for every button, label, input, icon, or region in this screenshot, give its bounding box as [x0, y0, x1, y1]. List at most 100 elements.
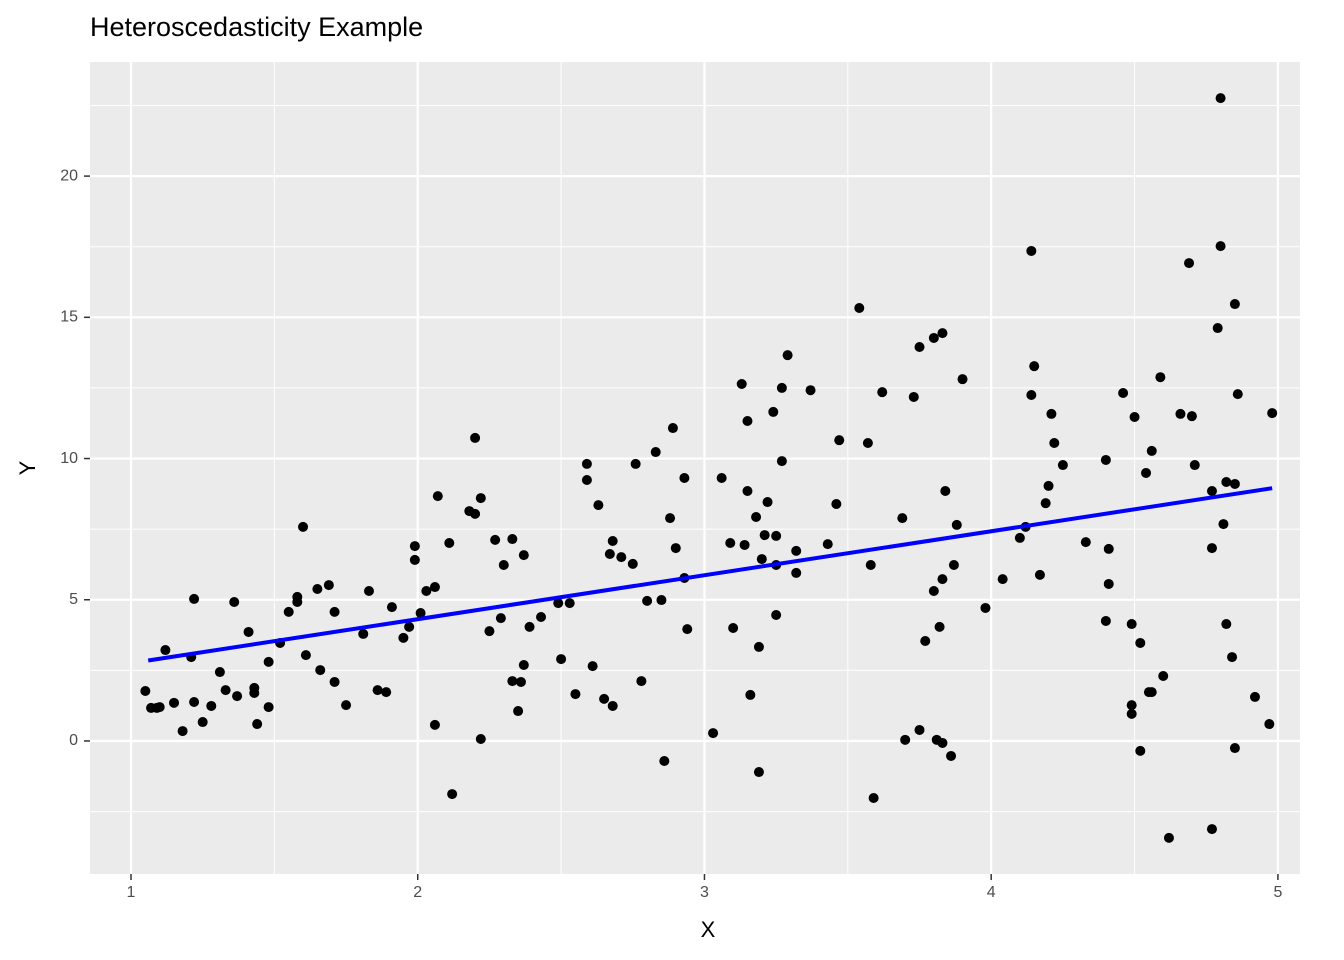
point: [1029, 361, 1040, 372]
point: [386, 602, 397, 613]
point: [1229, 743, 1240, 754]
point: [1206, 486, 1217, 497]
fit-line: [147, 486, 1273, 663]
point: [742, 486, 753, 497]
point: [759, 530, 770, 541]
point: [753, 641, 764, 652]
point: [1186, 411, 1197, 422]
point: [1118, 388, 1129, 399]
point: [358, 628, 369, 639]
point: [154, 702, 165, 713]
point: [593, 500, 604, 511]
point: [570, 689, 581, 700]
point: [518, 550, 529, 561]
point: [679, 473, 690, 484]
point: [928, 586, 939, 597]
point: [498, 560, 509, 571]
point: [581, 458, 592, 469]
point: [1100, 454, 1111, 465]
x-tick-label: 1: [127, 884, 136, 901]
point: [470, 508, 481, 519]
point: [518, 659, 529, 670]
point: [908, 391, 919, 402]
point: [381, 687, 392, 698]
point: [776, 382, 787, 393]
point: [1229, 478, 1240, 489]
point: [495, 613, 506, 624]
point: [1267, 408, 1278, 419]
point: [665, 513, 676, 524]
point: [1103, 543, 1114, 554]
point: [409, 554, 420, 565]
x-axis-title: X: [701, 917, 716, 942]
point: [177, 726, 188, 737]
point: [444, 537, 455, 548]
point: [607, 700, 618, 711]
x-tick-label: 2: [413, 884, 422, 901]
point: [214, 667, 225, 678]
point: [323, 580, 334, 591]
point: [409, 541, 420, 552]
point: [298, 521, 309, 532]
point: [667, 423, 678, 434]
point: [725, 537, 736, 548]
point: [429, 719, 440, 730]
point: [1212, 323, 1223, 334]
point: [1218, 519, 1229, 530]
point: [1129, 412, 1140, 423]
point: [475, 733, 486, 744]
point: [189, 696, 200, 707]
point: [1141, 467, 1152, 478]
point: [447, 789, 458, 800]
point: [642, 595, 653, 606]
point: [1232, 389, 1243, 400]
point: [252, 719, 263, 730]
point: [948, 560, 959, 571]
point: [415, 608, 426, 619]
point: [1043, 480, 1054, 491]
plot-panel: [90, 62, 1300, 874]
point: [1189, 460, 1200, 471]
point: [292, 597, 303, 608]
point: [914, 724, 925, 735]
point: [768, 406, 779, 417]
point: [263, 702, 274, 713]
point: [524, 621, 535, 632]
point: [742, 415, 753, 426]
point: [1026, 389, 1037, 400]
point: [1126, 708, 1137, 719]
point: [1229, 299, 1240, 310]
point: [753, 767, 764, 778]
point: [762, 497, 773, 508]
point: [914, 341, 925, 352]
point: [1057, 460, 1068, 471]
point: [650, 447, 661, 458]
point: [263, 656, 274, 667]
point: [834, 435, 845, 446]
y-axis-title: Y: [15, 460, 40, 475]
point: [636, 676, 647, 687]
point: [997, 574, 1008, 585]
point: [536, 611, 547, 622]
point: [1215, 93, 1226, 104]
point: [756, 554, 767, 565]
point: [470, 432, 481, 443]
point: [1080, 537, 1091, 548]
point: [736, 378, 747, 389]
point: [791, 567, 802, 578]
point: [937, 737, 948, 748]
point: [1046, 408, 1057, 419]
point: [283, 606, 294, 617]
point: [315, 665, 326, 676]
point: [398, 632, 409, 643]
point: [1135, 745, 1146, 756]
point: [372, 685, 383, 696]
point: [341, 700, 352, 711]
point: [300, 650, 311, 661]
point: [515, 676, 526, 687]
point: [1206, 824, 1217, 835]
x-tick-label: 4: [987, 884, 996, 901]
point: [553, 598, 564, 609]
point: [868, 793, 879, 804]
point: [716, 473, 727, 484]
